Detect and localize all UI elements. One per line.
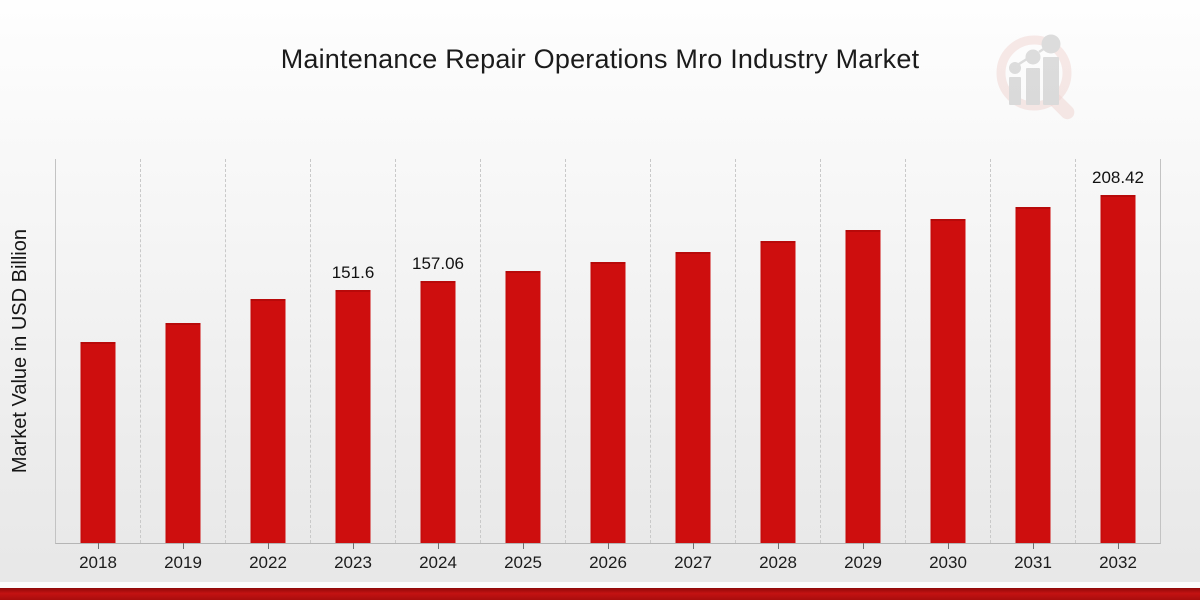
x-axis-tick <box>1033 543 1034 549</box>
value-label-2023: 151.6 <box>331 262 375 282</box>
x-axis-tick <box>523 543 524 549</box>
x-axis-label-2025: 2025 <box>504 553 542 572</box>
value-label-2032: 208.42 <box>1092 168 1144 188</box>
category-slot-2023: 151.6 2023 <box>311 159 396 572</box>
category-slot-2027: 2027 <box>651 159 736 572</box>
category-slot-2031: 2031 <box>991 159 1076 572</box>
x-axis-label-2027: 2027 <box>674 553 712 572</box>
x-axis-tick <box>438 543 439 549</box>
bar-2019 <box>165 323 201 543</box>
bar-2031 <box>1015 207 1051 543</box>
x-axis-tick <box>98 543 99 549</box>
bar-2026 <box>590 261 626 543</box>
x-axis-label-2022: 2022 <box>249 553 287 572</box>
y-axis-label: Market Value in USD Billion <box>8 228 31 474</box>
plot-area: 2018 2019 2022 151.6 2023 157.06 2024 2025 2026 2… <box>55 159 1161 572</box>
x-axis-label-2031: 2031 <box>1014 553 1052 572</box>
category-slot-2030: 2030 <box>906 159 991 572</box>
category-slot-2022: 2022 <box>226 159 311 572</box>
x-axis-label-2019: 2019 <box>164 553 202 572</box>
x-axis-label-2018: 2018 <box>79 553 117 572</box>
x-axis-tick <box>183 543 184 549</box>
footer-divider <box>0 582 1200 588</box>
x-axis-label-2030: 2030 <box>929 553 967 572</box>
x-axis-label-2029: 2029 <box>844 553 882 572</box>
category-slot-2024: 157.06 2024 <box>396 159 481 572</box>
footer-red-band <box>0 588 1200 600</box>
x-axis-tick <box>778 543 779 549</box>
bar-2028 <box>760 240 796 543</box>
category-slot-2028: 2028 <box>736 159 821 572</box>
x-axis-label-2023: 2023 <box>334 553 372 572</box>
x-axis-tick <box>863 543 864 549</box>
bar-2029 <box>845 230 881 543</box>
category-slot-2026: 2026 <box>566 159 651 572</box>
y-axis-label-wrap: Market Value in USD Billion <box>4 159 36 543</box>
x-axis-label-2032: 2032 <box>1099 553 1137 572</box>
bar-2030 <box>930 218 966 543</box>
bar-2027 <box>675 251 711 543</box>
x-axis-label-2028: 2028 <box>759 553 797 572</box>
category-slot-2032: 208.42 2032 <box>1076 159 1160 572</box>
bar-2032 <box>1100 195 1136 543</box>
category-slot-2025: 2025 <box>481 159 566 572</box>
bar-2018 <box>80 342 116 543</box>
category-slot-2019: 2019 <box>141 159 226 572</box>
x-axis-tick <box>353 543 354 549</box>
x-axis-tick <box>693 543 694 549</box>
category-slot-2018: 2018 <box>56 159 141 572</box>
bar-2023 <box>335 289 371 543</box>
x-axis-label-2026: 2026 <box>589 553 627 572</box>
x-axis-tick <box>268 543 269 549</box>
magnifier-bar-chart-watermark-icon <box>996 34 1075 120</box>
x-axis-tick <box>608 543 609 549</box>
chart-title: Maintenance Repair Operations Mro Indust… <box>280 44 920 74</box>
category-slot-2029: 2029 <box>821 159 906 572</box>
x-axis-label-2024: 2024 <box>419 553 457 572</box>
bar-2022 <box>250 298 286 543</box>
bar-2025 <box>505 271 541 543</box>
x-axis-tick <box>948 543 949 549</box>
bar-2024 <box>420 280 456 543</box>
value-label-2024: 157.06 <box>412 253 464 273</box>
x-axis-tick <box>1118 543 1119 549</box>
